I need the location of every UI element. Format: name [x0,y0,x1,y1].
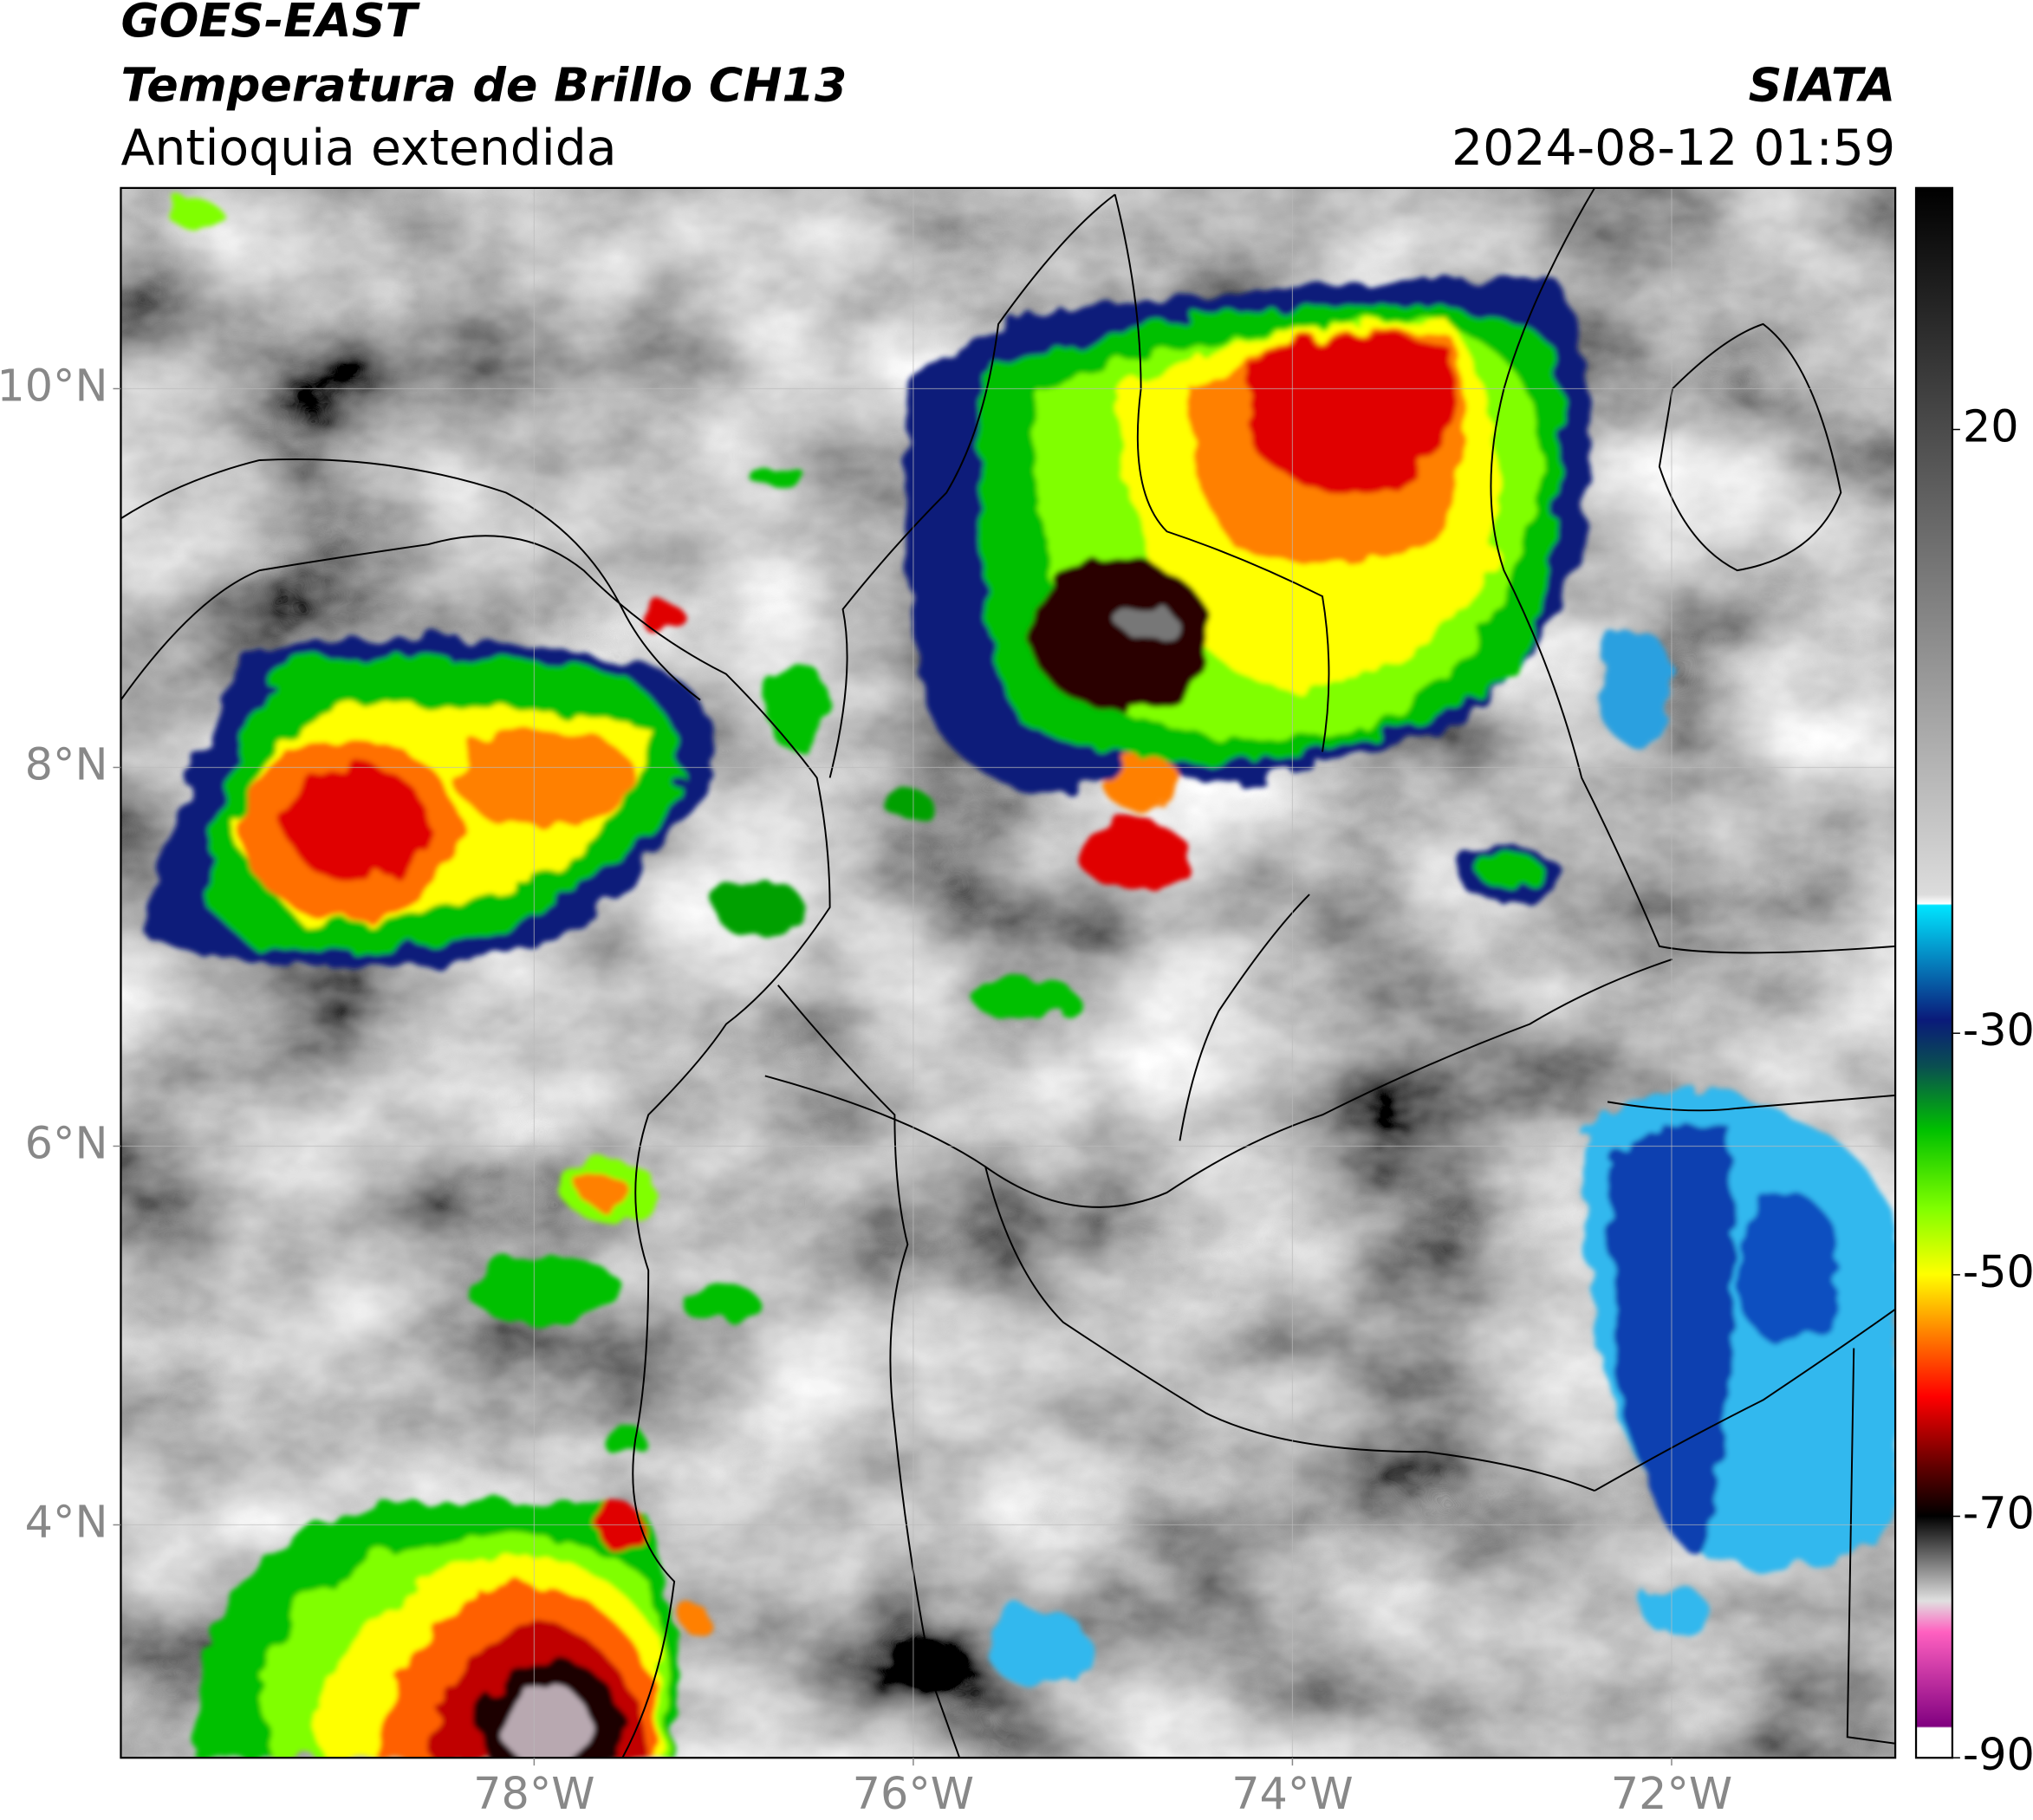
borders [120,187,1896,1758]
lat-tick-label: 6°N [25,1117,108,1168]
lon-tick-label: 72°W [1611,1768,1732,1819]
lon-tick-label: 76°W [853,1768,974,1819]
lat-tick-label: 4°N [25,1496,108,1547]
colorbar-tick-label: 20 [1963,401,2019,452]
lat-tick-label: 8°N [25,738,108,790]
datetime: 2024-08-12 01:59 [1452,120,1895,177]
colorbar-tick-label: -50 [1963,1246,2033,1297]
graticule [120,187,1896,1758]
region: Antioquia extendida [120,120,616,177]
lat-tick-label: 10°N [0,360,107,411]
colorbar [1914,186,1954,1759]
colorbar-tick-label: -70 [1963,1488,2033,1539]
storms [142,198,1896,1758]
title: GOES-EAST [120,0,420,48]
ticks: 78°W 76°W 74°W 72°W 10°N 8°N 6°N 4°N 20 -30 -50 -70… [0,360,2033,1819]
subtitle: Temperatura de Brillo CH13 [120,58,847,113]
map-frame [120,186,1897,1759]
source: SIATA [1749,58,1896,113]
lon-tick-label: 74°W [1231,1768,1353,1819]
map-image [120,187,1896,1758]
lon-tick-label: 78°W [473,1768,594,1819]
colorbar-tick-label: -90 [1963,1729,2033,1780]
colorbar-tick-label: -30 [1963,1004,2033,1056]
